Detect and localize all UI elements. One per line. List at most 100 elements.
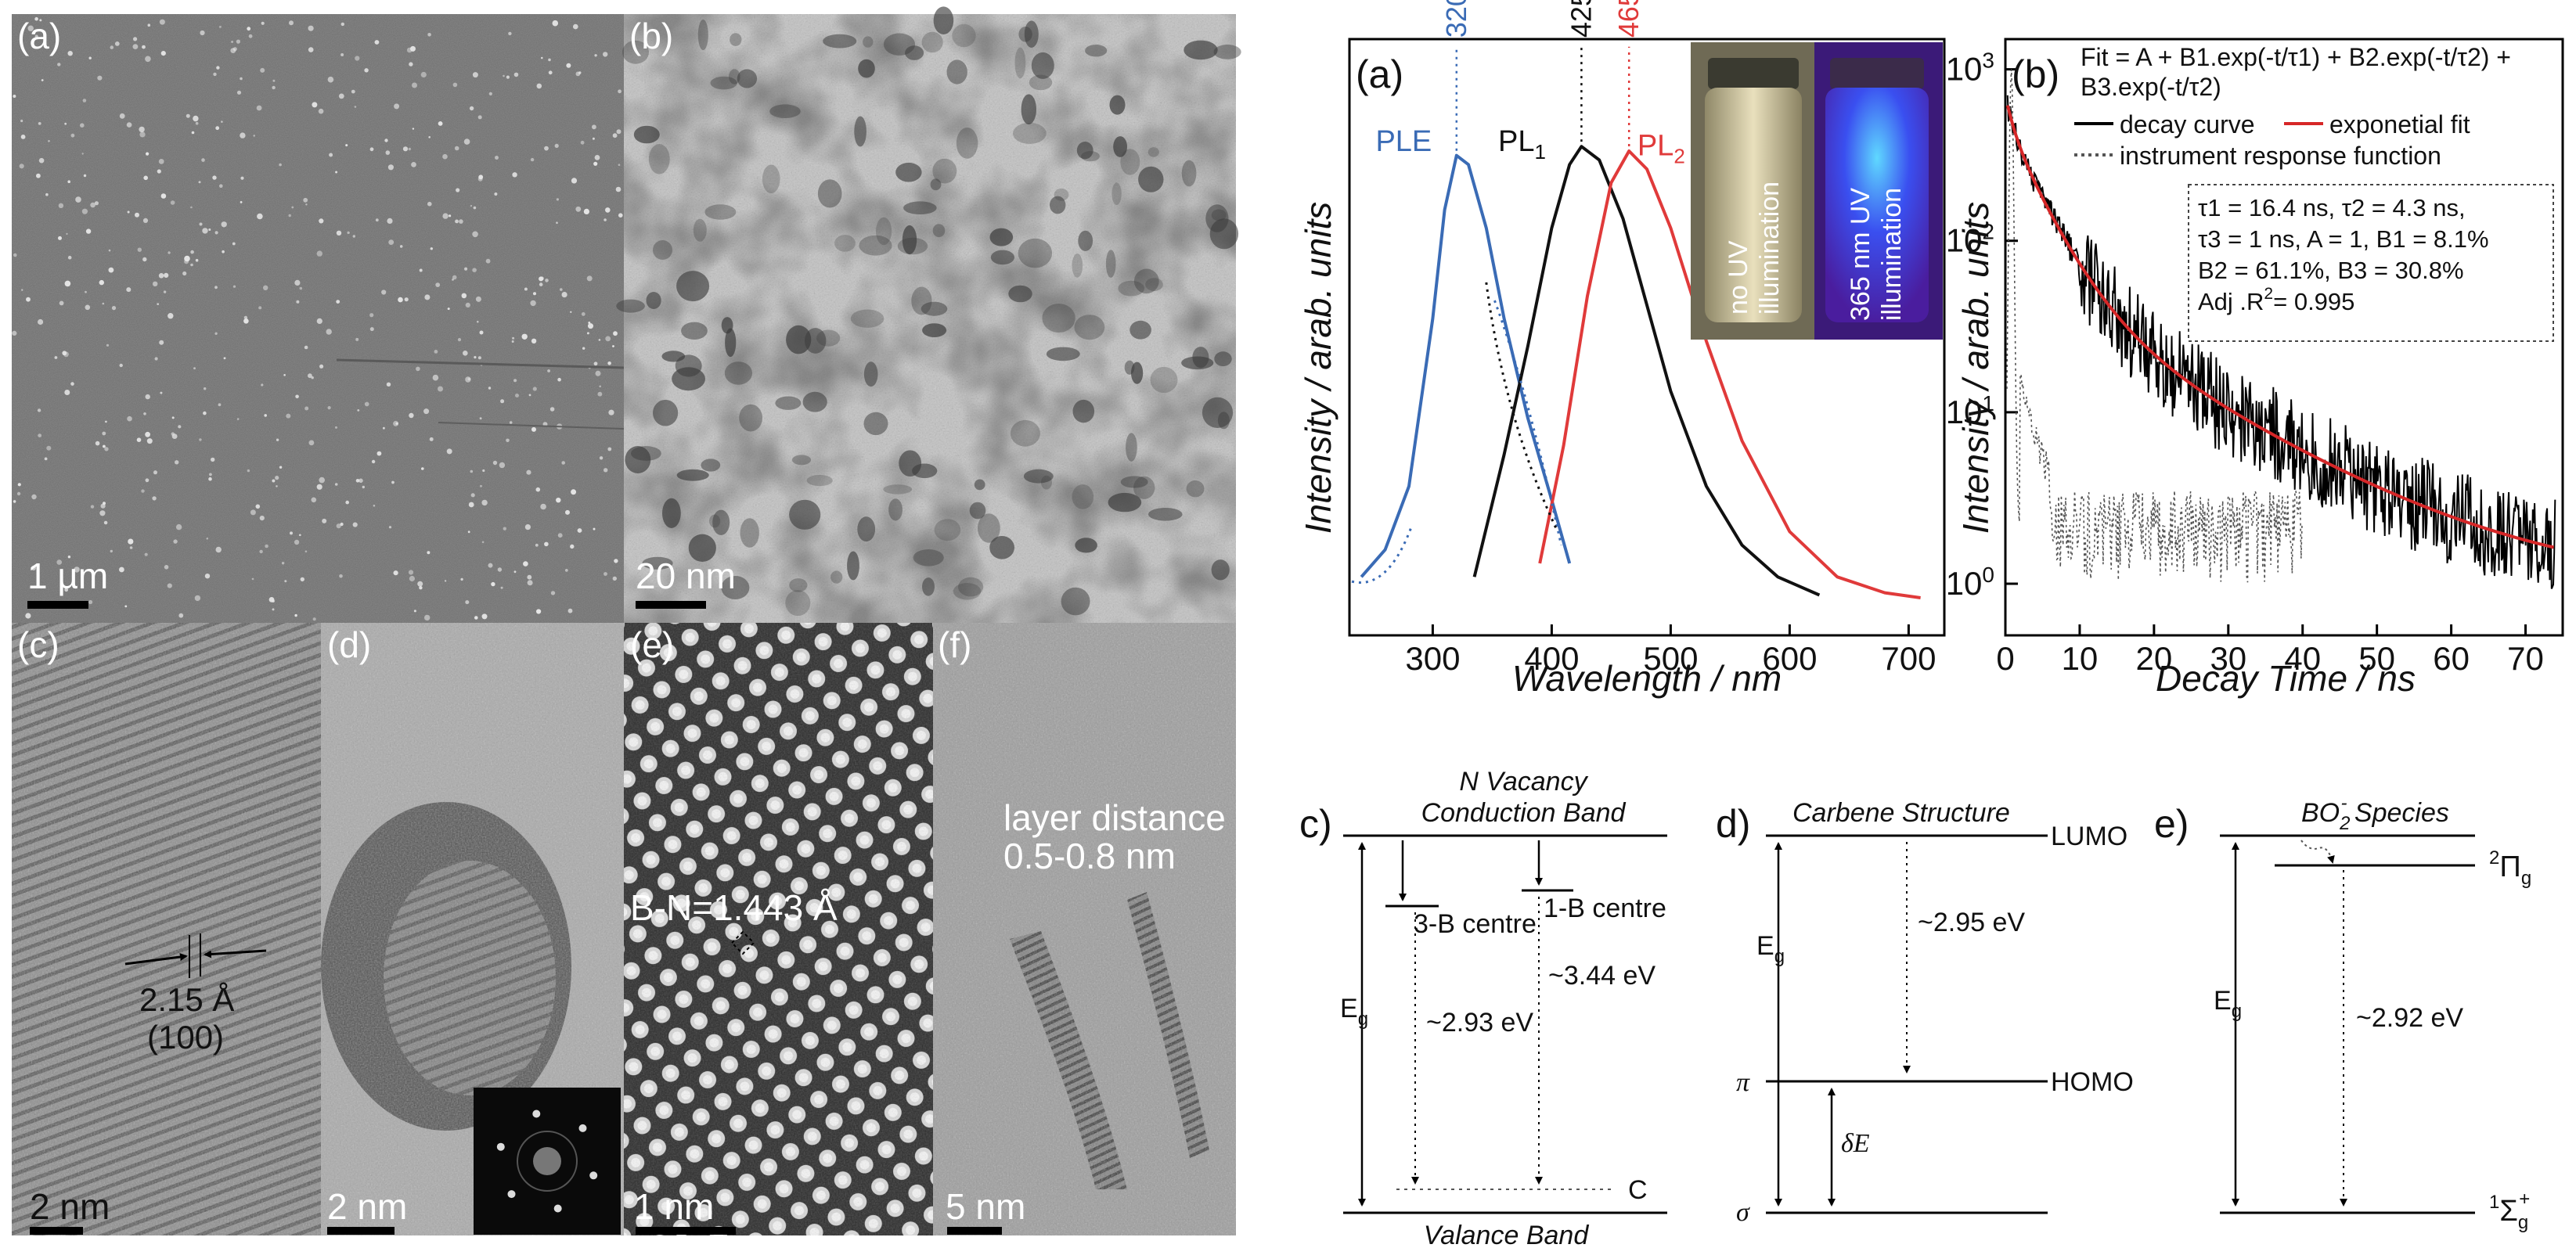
panel-d-hrtem: (d) 2 nm bbox=[321, 623, 624, 1235]
diagram-c-c-level: C bbox=[1628, 1175, 1648, 1205]
panel-c-scale-text: 2 nm bbox=[30, 1186, 110, 1227]
legend-fit: exponetial fit bbox=[2329, 110, 2470, 138]
panel-f-annot-line1: layer distance bbox=[1003, 797, 1226, 838]
diagram-e-bo2: e) BO2- Species 2Πg 1Σg+ Eg ~2.92 eV bbox=[2154, 793, 2531, 1233]
panel-b-scale-bar bbox=[636, 601, 706, 609]
panel-d-scale-bar bbox=[327, 1227, 395, 1235]
panel-a-scale-text: 1 µm bbox=[27, 556, 108, 596]
panel-c-letter: (c) bbox=[17, 624, 59, 665]
chart-a-xtick: 700 bbox=[1881, 640, 1936, 677]
panel-c-spacing: 2.15 Å bbox=[139, 981, 234, 1018]
diagram-d-delta: δE bbox=[1841, 1129, 1870, 1158]
diagram-d-carbene: d) Carbene Structure LUMO HOMO π σ Eg δE… bbox=[1716, 798, 2134, 1227]
panel-b-scale-text: 20 nm bbox=[636, 556, 736, 596]
diagram-c-n-vacancy: c) N Vacancy Conduction Band Valance Ban… bbox=[1299, 767, 1667, 1248]
legend-irf: instrument response function bbox=[2120, 142, 2441, 170]
chart-b-xtick: 20 bbox=[2136, 640, 2173, 677]
panel-d-scale-text: 2 nm bbox=[327, 1186, 407, 1227]
panel-e-hrtem: (e) B-N=1.443 Å 1 nm bbox=[624, 623, 933, 1235]
panel-c-plane: (100) bbox=[147, 1019, 224, 1056]
diagram-e-upper-state: 2Πg bbox=[2489, 847, 2531, 889]
chart-a-pl-spectra: 300 400 500 600 700 320 nm 425 nm 465 nm PLE PL1 P… bbox=[1298, 0, 1946, 699]
diagram-c-energy2: ~3.44 eV bbox=[1548, 961, 1655, 991]
panel-f-scale-text: 5 nm bbox=[946, 1186, 1025, 1227]
diagram-d-eg: Eg bbox=[1756, 931, 1785, 967]
panel-c-hrtem: 2.15 Å (100) (c) 2 nm bbox=[12, 623, 321, 1235]
vial-right-line2: illumination bbox=[1877, 188, 1907, 321]
chart-a-xtick: 600 bbox=[1762, 640, 1817, 677]
legend-decay: decay curve bbox=[2120, 110, 2255, 138]
panel-b-letter: (b) bbox=[629, 16, 673, 56]
param-line1: τ1 = 16.4 ns, τ2 = 4.3 ns, bbox=[2198, 194, 2466, 221]
diagram-c-title2: Conduction Band bbox=[1421, 798, 1627, 828]
diagram-d-lumo: LUMO bbox=[2051, 822, 2127, 851]
diagram-c-energy1: ~2.93 eV bbox=[1426, 1008, 1533, 1038]
param-line4: Adj .R2= 0.995 bbox=[2198, 285, 2354, 315]
fft-inset bbox=[474, 1088, 621, 1235]
chart-b-ytick: 101 bbox=[1946, 391, 1994, 430]
diagram-e-lower-state: 1Σg+ bbox=[2489, 1189, 2530, 1233]
chart-b-fit-line bbox=[2005, 105, 2555, 549]
panel-e-bond: B-N=1.443 Å bbox=[630, 887, 838, 928]
vial-photo: no UV illumination 365 nm UV illuminatio… bbox=[1691, 42, 1943, 340]
diagram-d-letter: d) bbox=[1716, 802, 1750, 846]
diagram-c-eg: Eg bbox=[1340, 994, 1368, 1030]
micrograph-panels: (a) 1 µm (b) 20 nm 2.15 Å (100) (c) 2 nm bbox=[12, 6, 1241, 1235]
chart-b-ytick: 102 bbox=[1946, 220, 1994, 259]
sem-particles bbox=[12, 16, 623, 621]
chart-b-fit-line2: B3.exp(-t/τ2) bbox=[2081, 73, 2221, 101]
chart-a-peak-label: 465 nm bbox=[1612, 0, 1645, 38]
chart-b-decay: 0 10 20 30 40 50 60 70 100 101 102 103 (b) Fit = A … bbox=[1946, 38, 2564, 699]
chart-a-label-pl1: PL1 bbox=[1498, 125, 1546, 164]
chart-b-legend: decay curve exponetial fit instrument re… bbox=[2074, 110, 2470, 170]
chart-b-xlabel: Decay Time / ns bbox=[2156, 658, 2416, 699]
chart-b-plot-area: 0 10 20 30 40 50 60 70 100 101 102 103 bbox=[1946, 49, 2556, 677]
chart-a-plot-area: 300 400 500 600 700 320 nm 425 nm 465 nm PLE PL1 P… bbox=[1351, 0, 1936, 677]
chart-b-irf bbox=[2006, 69, 2303, 583]
vial-right-line1: 365 nm UV bbox=[1846, 188, 1875, 321]
diagram-d-sigma: σ bbox=[1736, 1198, 1750, 1227]
diagram-c-letter: c) bbox=[1299, 802, 1332, 846]
chart-b-ylabel: Intensity / arab. units bbox=[1955, 202, 1996, 534]
chart-b-fit-line1: Fit = A + B1.exp(-t/τ1) + B2.exp(-t/τ2) … bbox=[2081, 43, 2511, 71]
diagram-e-eg: Eg bbox=[2214, 986, 2242, 1022]
panel-f-hrtem: (f) layer distance 0.5-0.8 nm 5 nm bbox=[933, 623, 1236, 1235]
panel-e-scale-bar bbox=[636, 1227, 736, 1235]
chart-b-xtick: 50 bbox=[2358, 640, 2395, 677]
diagram-c-centre1: 1-B centre bbox=[1544, 894, 1666, 923]
chart-a-xlabel: Wavelength / nm bbox=[1512, 658, 1782, 699]
diagram-d-energy: ~2.95 eV bbox=[1918, 908, 2025, 937]
tem-dark-dots bbox=[616, 6, 1241, 617]
chart-b-xtick: 60 bbox=[2433, 640, 2470, 677]
panel-b-tem: (b) 20 nm bbox=[616, 6, 1241, 623]
diagram-c-bottom: Valance Band bbox=[1424, 1221, 1590, 1248]
vial-left-line2: illumination bbox=[1755, 182, 1785, 315]
chart-b-xtick: 0 bbox=[1996, 640, 2014, 677]
diagram-d-homo: HOMO bbox=[2051, 1067, 2134, 1097]
diagram-d-title: Carbene Structure bbox=[1792, 798, 2010, 828]
panel-e-letter: (e) bbox=[630, 624, 674, 665]
vial-left-line1: no UV bbox=[1724, 240, 1753, 315]
panel-a-scale-bar bbox=[27, 601, 88, 609]
chart-b-ytick: 103 bbox=[1946, 49, 1994, 88]
chart-a-label-ple: PLE bbox=[1375, 125, 1432, 158]
panel-f-annot-line2: 0.5-0.8 nm bbox=[1003, 836, 1176, 876]
chart-a-peak-label: 320 nm bbox=[1440, 0, 1472, 38]
diagram-c-title1: N Vacancy bbox=[1459, 767, 1588, 797]
chart-a-ylabel: Intensity / arab. units bbox=[1298, 202, 1338, 534]
panel-d-letter: (d) bbox=[327, 624, 371, 665]
diagram-c-centre3: 3-B centre bbox=[1414, 909, 1537, 939]
chart-a-xtick: 300 bbox=[1405, 640, 1460, 677]
diagram-d-pi: π bbox=[1736, 1068, 1750, 1097]
diagram-e-letter: e) bbox=[2154, 802, 2189, 846]
chart-b-xtick: 30 bbox=[2210, 640, 2246, 677]
panel-a-sem: (a) 1 µm bbox=[12, 14, 625, 623]
chart-a-series-ple bbox=[1360, 153, 1572, 578]
panel-f-scale-bar bbox=[947, 1227, 1002, 1235]
chart-a-panel-letter: (a) bbox=[1356, 52, 1403, 96]
diagram-e-title: BO2- Species bbox=[2301, 793, 2449, 834]
chart-b-xtick: 70 bbox=[2507, 640, 2544, 677]
chart-a-series-pl2 bbox=[1538, 149, 1921, 599]
panel-e-scale-text: 1 nm bbox=[634, 1186, 714, 1227]
